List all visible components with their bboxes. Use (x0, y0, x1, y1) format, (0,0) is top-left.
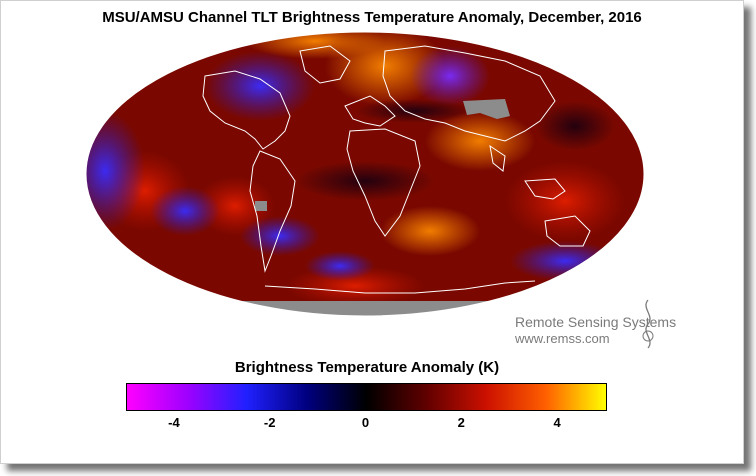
rss-swirl-logo-icon (642, 299, 654, 349)
colorbar-tick-label: 4 (553, 415, 561, 430)
logo-name: Remote Sensing Systems (515, 314, 677, 330)
anomaly-map (85, 31, 645, 317)
figure-title: MSU/AMSU Channel TLT Brightness Temperat… (102, 9, 642, 26)
colorbar-tick-label: 0 (361, 415, 370, 430)
colorbar (126, 383, 607, 411)
figure-frame: MSU/AMSU Channel TLT Brightness Temperat… (0, 0, 744, 464)
colorbar-title: Brightness Temperature Anomaly (K) (234, 359, 500, 376)
colorbar-tick-label: 2 (457, 415, 465, 430)
rss-logo: Remote Sensing Systems www.remss.com (515, 299, 677, 349)
colorbar-tick-label: -4 (168, 415, 180, 430)
colorbar-tick-label: -2 (263, 415, 276, 430)
logo-url: www.remss.com (515, 331, 610, 346)
